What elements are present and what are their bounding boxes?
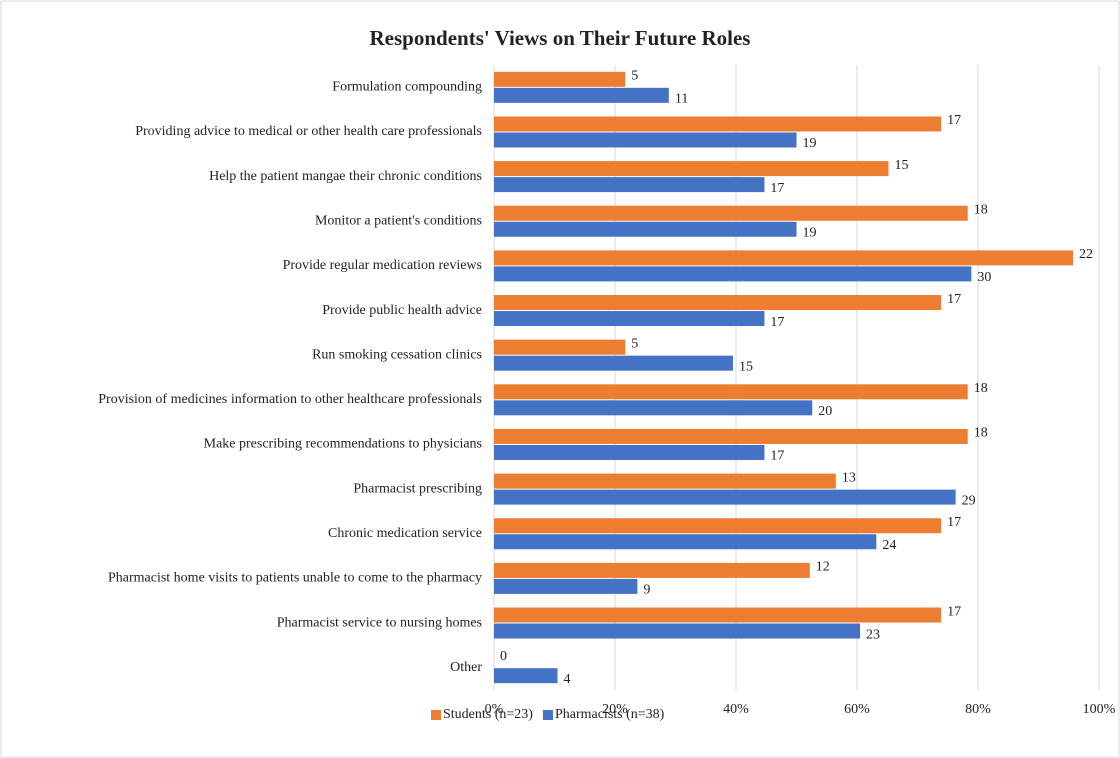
data-label: 24	[882, 538, 896, 553]
data-label: 11	[675, 92, 688, 107]
bar	[494, 384, 968, 400]
bar	[494, 534, 877, 550]
y-tick-label: Run smoking cessation clinics	[312, 347, 482, 362]
bar	[494, 311, 765, 327]
y-tick-label: Pharmacist prescribing	[353, 481, 482, 496]
bar	[494, 339, 626, 355]
bar	[494, 355, 733, 371]
data-label: 12	[816, 560, 830, 575]
y-tick-label: Provide regular medication reviews	[283, 258, 482, 273]
data-label: 17	[947, 604, 961, 619]
legend-label: Students (n=23)	[443, 707, 533, 722]
data-label: 18	[974, 381, 988, 396]
bar	[494, 400, 813, 416]
data-label: 30	[977, 270, 991, 285]
bar	[494, 518, 942, 534]
bar	[494, 266, 972, 282]
y-tick-label: Pharmacist service to nursing homes	[277, 615, 482, 630]
data-label: 17	[947, 113, 961, 128]
y-tick-label: Make prescribing recommendations to phys…	[204, 437, 482, 452]
data-label: 19	[803, 136, 817, 151]
legend-swatch	[431, 710, 441, 720]
x-tick-label: 0%	[485, 702, 504, 717]
bar	[494, 444, 765, 460]
legend-swatch	[542, 710, 553, 720]
data-label: 5	[631, 336, 638, 351]
y-tick-label: Help the patient mangae their chronic co…	[209, 169, 482, 184]
data-label: 17	[770, 181, 784, 196]
bar	[494, 71, 626, 87]
bar	[494, 161, 889, 177]
x-tick-label: 40%	[723, 702, 749, 717]
bar	[494, 428, 968, 444]
x-tick-label: 60%	[844, 702, 870, 717]
bar	[494, 295, 942, 311]
x-tick-label: 100%	[1083, 702, 1116, 717]
data-label: 17	[947, 292, 961, 307]
data-label: 4	[564, 672, 571, 687]
bar	[494, 623, 861, 639]
data-label: 29	[962, 493, 976, 508]
bar	[494, 221, 797, 237]
y-tick-label: Providing advice to medical or other hea…	[135, 124, 482, 139]
chart-title: Respondents' Views on Their Future Roles	[370, 26, 751, 50]
bar	[494, 489, 956, 505]
data-label: 17	[770, 449, 784, 464]
bar	[494, 116, 942, 132]
data-label: 18	[974, 426, 988, 441]
y-tick-label: Provide public health advice	[322, 303, 482, 318]
bar	[494, 473, 836, 489]
x-tick-label: 20%	[602, 702, 628, 717]
data-label: 15	[894, 158, 908, 173]
data-label: 20	[818, 404, 832, 419]
bar	[494, 578, 638, 594]
data-label: 18	[974, 202, 988, 217]
data-label: 5	[631, 69, 638, 84]
y-tick-label: Chronic medication service	[328, 526, 482, 541]
y-tick-label: Provision of medicines information to ot…	[98, 392, 482, 407]
y-tick-label: Formulation compounding	[332, 80, 482, 95]
data-label: 15	[739, 359, 753, 374]
data-label: 23	[866, 627, 880, 642]
bar	[494, 250, 1073, 266]
data-label: 19	[803, 225, 817, 240]
bar	[494, 668, 558, 684]
bar	[494, 205, 968, 221]
bar	[494, 177, 765, 193]
bar	[494, 607, 942, 623]
bar	[494, 132, 797, 148]
data-label: 22	[1079, 247, 1093, 262]
data-label: 17	[947, 515, 961, 530]
bar	[494, 87, 669, 103]
y-tick-label: Monitor a patient's conditions	[315, 213, 482, 228]
y-tick-label: Pharmacist home visits to patients unabl…	[108, 571, 482, 586]
data-label: 17	[770, 315, 784, 330]
data-label: 9	[643, 583, 650, 598]
y-tick-label: Other	[450, 660, 482, 675]
data-label: 13	[842, 470, 856, 485]
bar	[494, 562, 810, 578]
legend-label: Pharmacists (n=38)	[555, 707, 665, 722]
x-tick-label: 80%	[965, 702, 991, 717]
data-label: 0	[500, 649, 507, 664]
